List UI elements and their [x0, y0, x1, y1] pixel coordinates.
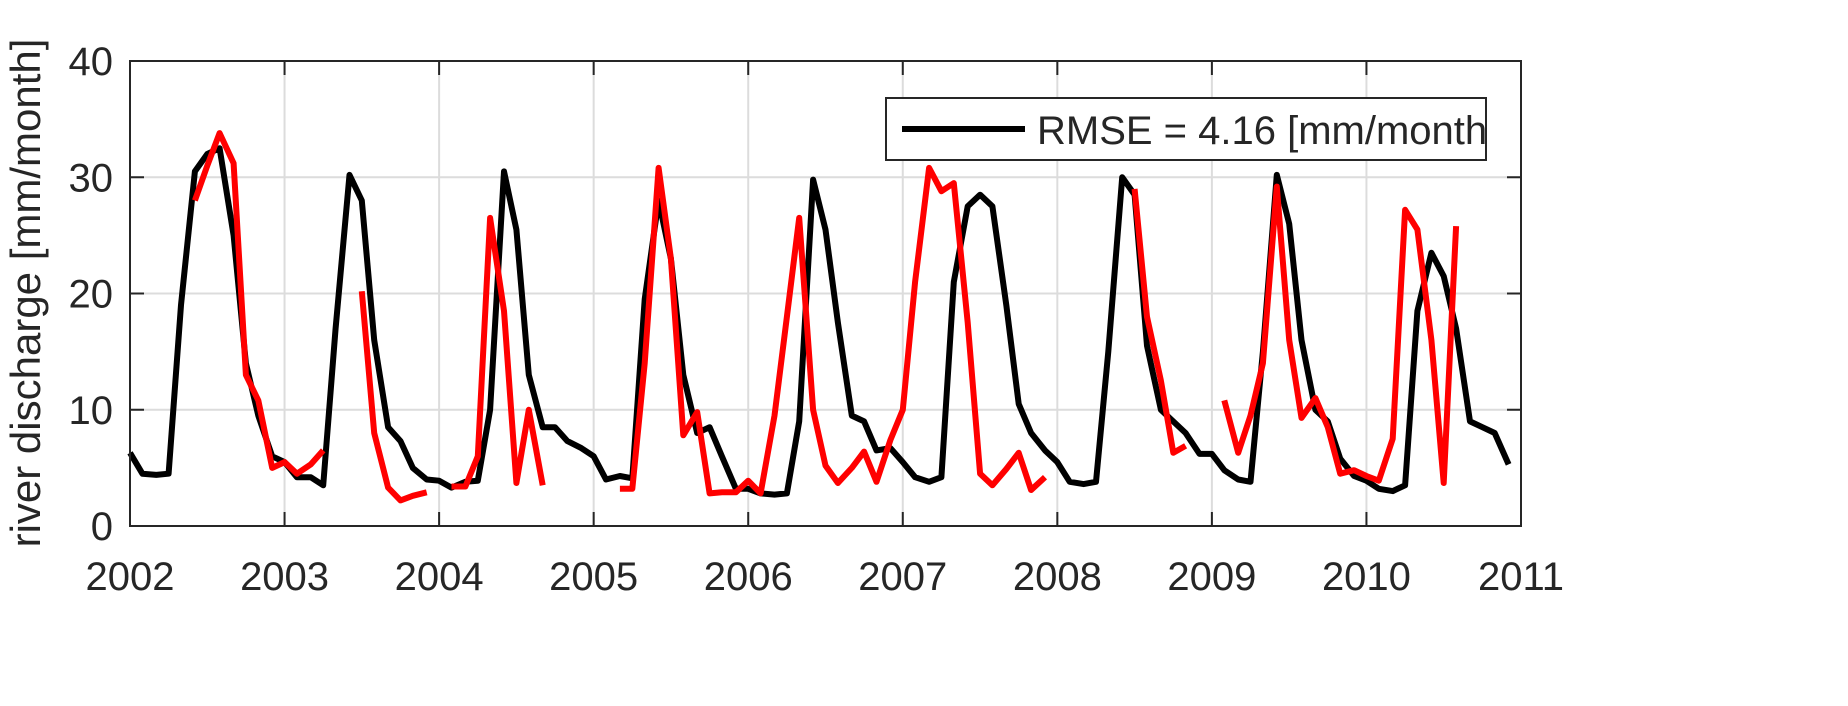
- x-tick-label: 2010: [1322, 555, 1411, 599]
- series-line-red-segment: [192, 130, 326, 477]
- y-tick-label: 10: [69, 389, 114, 433]
- x-tick-label: 2005: [549, 555, 638, 599]
- x-tick-label: 2003: [240, 555, 329, 599]
- x-tick-label: 2009: [1167, 555, 1256, 599]
- series-line-red-segment: [358, 290, 428, 504]
- legend: RMSE = 4.16 [mm/month: [885, 97, 1487, 161]
- x-tick-label: 2004: [395, 555, 484, 599]
- y-tick-label: 30: [69, 156, 114, 200]
- axis-ticks: 2002 2003 2004 2005 2006 2007 2008 2009 2010 2011…: [69, 40, 1565, 599]
- series-lines: [127, 130, 1512, 504]
- y-tick-label: 0: [91, 505, 113, 549]
- y-tick-label: 20: [69, 273, 114, 317]
- legend-entry-rmse: RMSE = 4.16 [mm/month: [1037, 109, 1487, 153]
- series-line-black: [127, 145, 1512, 498]
- x-tick-label: 2002: [86, 555, 175, 599]
- series-line-red-segment: [451, 214, 546, 490]
- x-tick-label: 2006: [704, 555, 793, 599]
- y-axis-label: river discharge [mm/month]: [2, 39, 49, 548]
- y-tick-label: 40: [69, 40, 114, 84]
- x-tick-label: 2008: [1013, 555, 1102, 599]
- x-tick-label: 2011: [1478, 555, 1564, 599]
- x-tick-label: 2007: [858, 555, 947, 599]
- series-line-red-segment: [1221, 183, 1460, 486]
- series-line-red-segment: [1131, 188, 1188, 456]
- series-line-red-segment: [619, 164, 1048, 497]
